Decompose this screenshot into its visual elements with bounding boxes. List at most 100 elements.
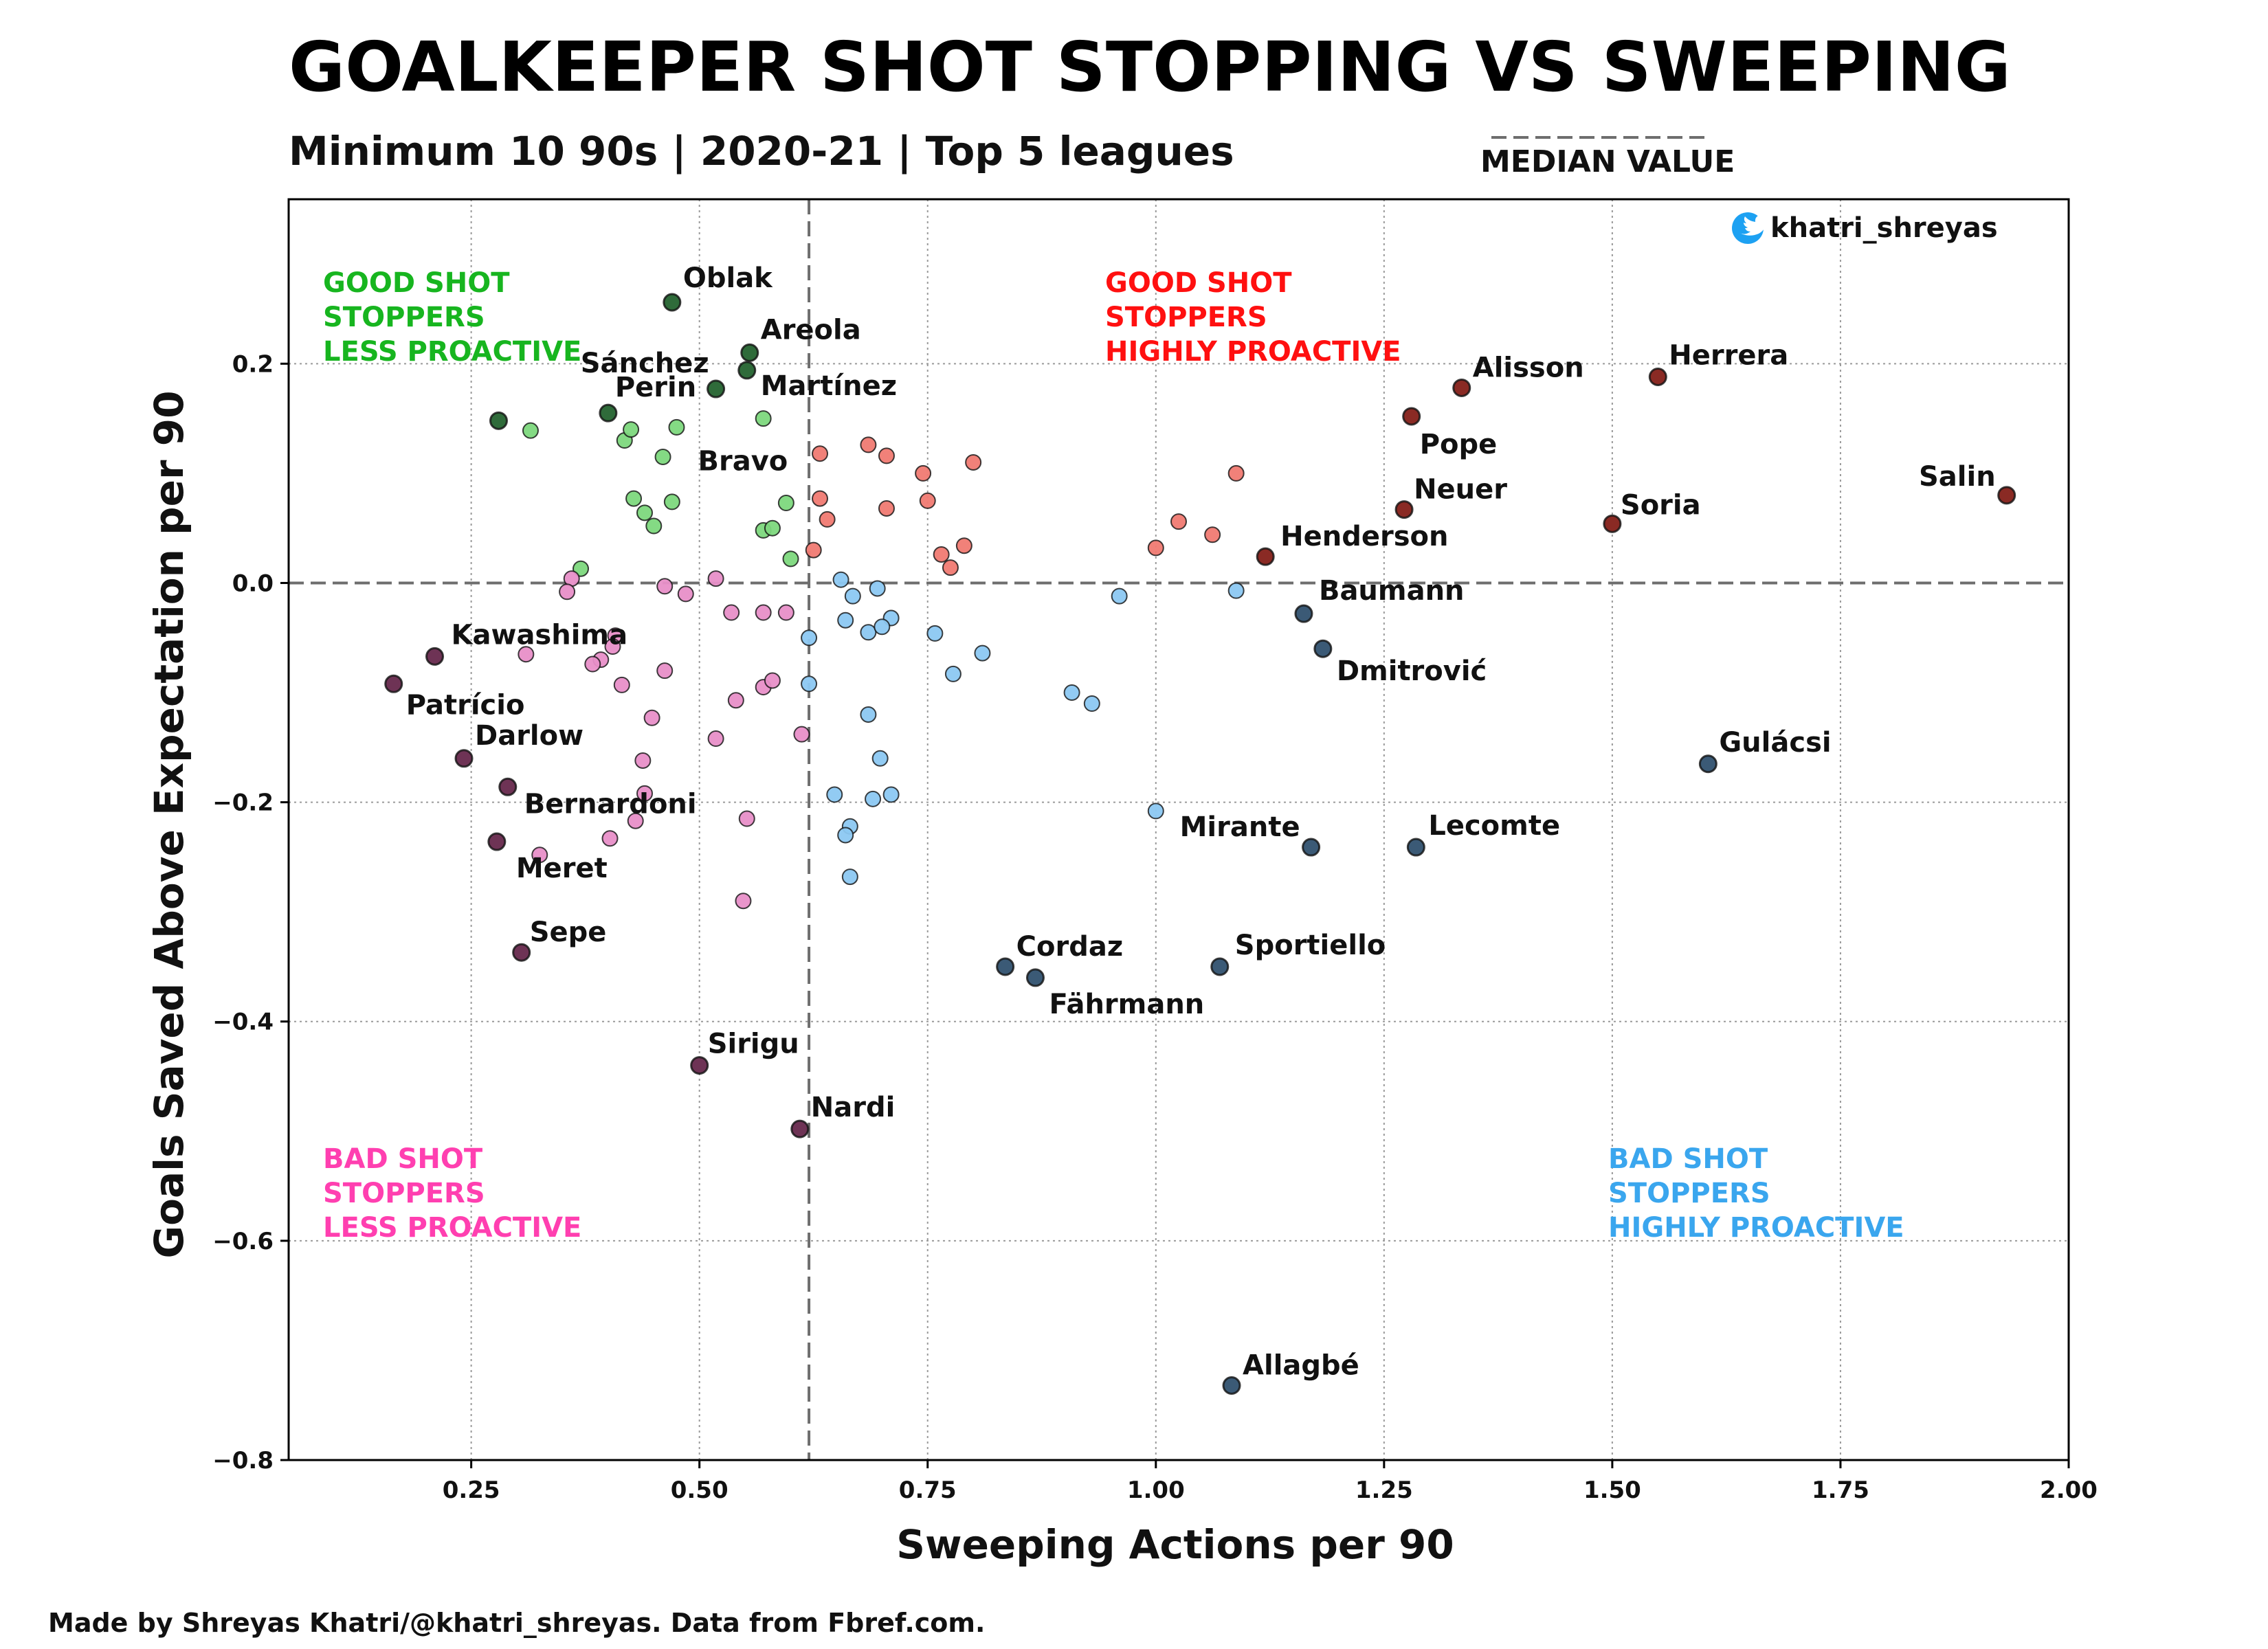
point-label: Henderson (1280, 521, 1448, 552)
y-tick-label: −0.2 (212, 789, 274, 817)
scatter-point (1063, 684, 1080, 702)
quadrant-label-bottom-left: BAD SHOT (323, 1143, 483, 1175)
point-label: Herrera (1669, 339, 1788, 371)
scatter-point (944, 665, 961, 682)
scatter-point (1402, 407, 1421, 426)
point-label: Dmitrović (1337, 655, 1487, 687)
point-label: Sepe (530, 917, 607, 948)
point-label: Neuer (1414, 474, 1507, 506)
data-points (384, 293, 2016, 1395)
point-label: Sportiello (1235, 930, 1386, 961)
scatter-point (723, 604, 740, 621)
chart-title: GOALKEEPER SHOT STOPPING VS SWEEPING (289, 27, 2011, 107)
scatter-point (663, 293, 682, 312)
scatter-point (690, 1056, 709, 1075)
point-labels: Oblak Areola Sánchez Martínez Perin Bravo Alis… (406, 262, 1996, 1382)
x-tick-label: 1.00 (1127, 1477, 1185, 1504)
point-label: Cordaz (1016, 931, 1123, 963)
scatter-point (801, 675, 818, 693)
quadrant-label-top-right: GOOD SHOT (1105, 267, 1292, 299)
scatter-point (645, 517, 663, 535)
scatter-point (625, 490, 643, 507)
scatter-point (919, 492, 936, 509)
point-label: Fährmann (1049, 989, 1204, 1020)
scatter-point (1698, 754, 1717, 774)
scatter-point (801, 629, 818, 647)
scatter-point (1227, 464, 1245, 482)
scatter-point (599, 403, 618, 423)
scatter-point (636, 504, 653, 521)
scatter-point (707, 570, 724, 587)
scatter-point (656, 578, 674, 595)
scatter-point (1222, 1376, 1241, 1395)
point-label: Bernardoni (524, 788, 697, 820)
twitter-bird-icon (1732, 212, 1769, 244)
scatter-point (878, 447, 895, 464)
point-label: Martínez (761, 370, 897, 402)
scatter-point (1025, 968, 1045, 987)
scatter-point (1147, 803, 1164, 820)
quadrant-label-top-right: HIGHLY PROACTIVE (1105, 336, 1401, 368)
y-axis-ticks: 0.2 0.0 −0.2 −0.4 −0.6 −0.8 (212, 350, 289, 1474)
y-tick-label: −0.4 (212, 1009, 274, 1036)
scatter-point (740, 343, 759, 362)
x-axis-ticks: 0.25 0.50 0.75 1.00 1.25 1.50 1.75 2.00 (443, 1460, 2098, 1504)
quadrant-label-bottom-left: LESS PROACTIVE (323, 1212, 581, 1244)
twitter-handle: khatri_shreyas (1770, 212, 1998, 244)
point-label: Nardi (811, 1092, 896, 1123)
y-axis-label: Goals Saved Above Expectation per 90 (146, 391, 192, 1259)
scatter-point (837, 827, 854, 844)
scatter-point (512, 943, 531, 962)
point-label: Bravo (698, 445, 788, 477)
scatter-point (793, 726, 810, 743)
point-label: Alisson (1473, 352, 1584, 383)
scatter-point (837, 612, 854, 629)
scatter-point (677, 585, 694, 603)
scatter-point (933, 546, 950, 563)
point-label: Areola (761, 314, 861, 346)
quadrant-label-bottom-right: HIGHLY PROACTIVE (1608, 1212, 1904, 1244)
quadrant-label-top-left: GOOD SHOT (323, 267, 510, 299)
scatter-point (812, 490, 829, 507)
scatter-point (498, 777, 518, 796)
scatter-point (844, 587, 861, 605)
point-label: Kawashima (452, 619, 628, 651)
scatter-point (882, 786, 900, 803)
quadrant-label-top-right: STOPPERS (1105, 302, 1267, 333)
point-label: Perin (615, 372, 696, 403)
scatter-point (384, 674, 403, 693)
scatter-point (755, 604, 772, 621)
quadrant-label-bottom-right: STOPPERS (1608, 1178, 1770, 1209)
scatter-point (531, 846, 548, 864)
scatter-point (707, 730, 724, 748)
scatter-point (636, 785, 653, 802)
plot-frame (287, 198, 2070, 1461)
point-label: Oblak (683, 262, 773, 294)
scatter-point (782, 550, 799, 568)
y-tick-label: −0.6 (212, 1228, 274, 1255)
quadrant-label-top-left: STOPPERS (323, 302, 485, 333)
x-tick-label: 1.50 (1583, 1477, 1641, 1504)
scatter-point (522, 422, 539, 439)
scatter-point (764, 519, 781, 537)
point-label: Pope (1420, 429, 1498, 460)
scatter-point (454, 749, 474, 768)
scatter-point (1204, 526, 1221, 543)
scatter-point (764, 672, 781, 689)
point-label: Allagbé (1243, 1349, 1359, 1381)
x-tick-label: 0.50 (671, 1477, 729, 1504)
grid-lines (289, 199, 2069, 1461)
y-tick-label: −0.8 (212, 1447, 274, 1474)
scatter-point (832, 571, 849, 588)
scatter-point (627, 812, 644, 829)
scatter-point (623, 421, 640, 438)
scatter-point (955, 537, 972, 554)
scatter-point (915, 464, 932, 482)
scatter-point (1227, 582, 1245, 599)
scatter-point (1603, 514, 1622, 533)
scatter-point (1111, 587, 1128, 605)
point-label: Baumann (1319, 575, 1465, 607)
scatter-point (1452, 378, 1471, 397)
scatter-point (1406, 838, 1425, 857)
scatter-point (965, 453, 982, 471)
